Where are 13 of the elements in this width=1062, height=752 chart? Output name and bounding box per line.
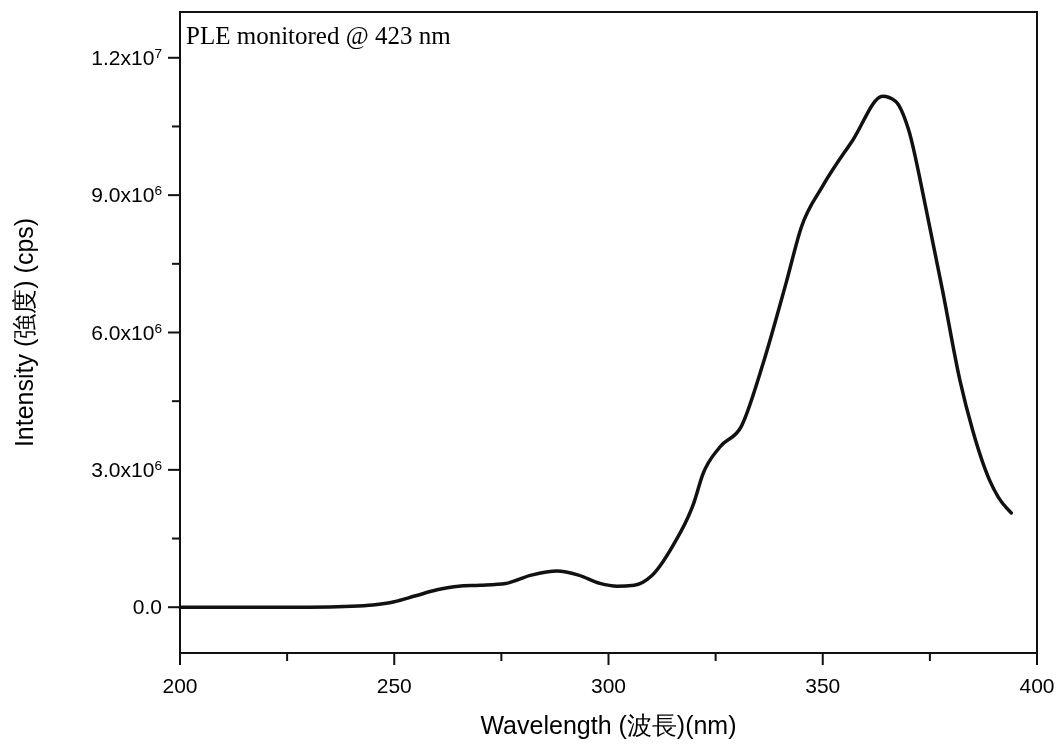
annotation: PLE monitored @ 423 nm	[186, 22, 452, 50]
y-tick-label: 1.2x10$^{7}$	[91, 45, 162, 69]
x-tick-label: 300	[590, 674, 627, 697]
y-tick-label: 9.0x10$^{6}$	[91, 182, 162, 207]
x-tick-label: 250	[376, 674, 412, 697]
y-tick-label: 3.0x10$^{6}$	[91, 457, 162, 481]
x-axis-title: Wavelength (波長)(nm)	[480, 711, 737, 739]
x-tick-label: 200	[162, 674, 198, 697]
x-tick-label: 350	[805, 674, 841, 697]
y-tick-label: 6.0x10$^{6}$	[91, 320, 162, 344]
x-tick-label: 400	[1019, 674, 1055, 697]
y-tick-label: 0.0	[132, 595, 162, 619]
y-axis-title: Intensity (強度) (cps)	[10, 217, 38, 448]
